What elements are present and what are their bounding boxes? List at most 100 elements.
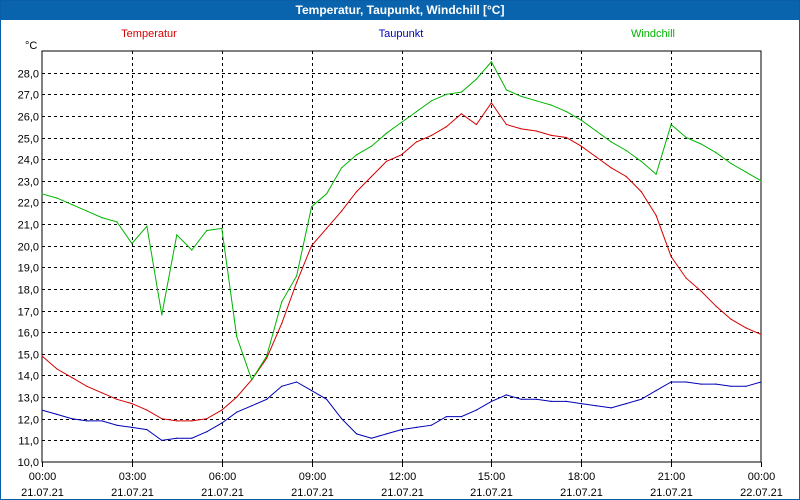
temperatur-point (161, 418, 163, 420)
y-tick-label: 12,0 (18, 415, 39, 427)
windchill-point (206, 229, 208, 232)
taupunkt-point (356, 433, 358, 435)
temperatur-point (655, 214, 657, 216)
windchill-point (580, 119, 582, 121)
temperatur-point (550, 134, 552, 136)
windchill-point (131, 242, 133, 245)
x-tick-time: 09:00 (299, 471, 327, 483)
x-tick-time: 21:00 (658, 471, 686, 483)
taupunkt-point (281, 385, 283, 387)
x-tick-date: 21.07.21 (470, 487, 513, 499)
temperatur-point (236, 396, 238, 398)
y-tick-label: 24,0 (18, 155, 39, 167)
temperatur-point (430, 134, 433, 136)
temperatur-point (266, 357, 268, 359)
windchill-point (505, 89, 507, 91)
temperatur-point (146, 409, 148, 411)
taupunkt-point (700, 383, 702, 385)
taupunkt-point (490, 400, 492, 402)
x-tick-time: 15:00 (478, 471, 506, 483)
windchill-point (311, 206, 313, 208)
taupunkt-point (296, 381, 298, 383)
y-tick-label: 10,0 (18, 457, 39, 469)
temperatur-point (505, 123, 507, 126)
y-tick-label: 26,0 (18, 112, 39, 124)
temperatur-point (670, 255, 672, 258)
temperatur-point (715, 305, 717, 307)
windchill-point (565, 111, 567, 113)
windchill-point (670, 123, 672, 126)
windchill-point (400, 121, 403, 123)
temperatur-point (415, 141, 418, 143)
x-tick-date: 21.07.21 (381, 487, 424, 499)
windchill-point (700, 143, 702, 145)
taupunkt-point (460, 416, 462, 418)
temperatur-point (176, 420, 178, 422)
legend-taupunkt: Taupunkt (379, 28, 424, 40)
x-tick-time: 03:00 (119, 471, 147, 483)
windchill-point (41, 193, 43, 195)
windchill-point (221, 227, 223, 229)
plot-area (41, 50, 762, 463)
temperatur-point (625, 175, 627, 178)
windchill-point (385, 132, 388, 134)
windchill-point (370, 145, 373, 147)
taupunkt-point (311, 390, 313, 392)
windchill-point (640, 160, 642, 162)
taupunkt-point (266, 398, 268, 400)
taupunkt-point (505, 394, 507, 396)
y-tick-label: 25,0 (18, 134, 39, 146)
windchill-point (460, 91, 462, 93)
taupunkt-point (161, 439, 163, 441)
y-tick-label: 19,0 (18, 263, 39, 275)
x-tick-time: 00:00 (29, 471, 57, 483)
windchill-point (430, 100, 433, 102)
windchill-point (445, 93, 447, 95)
temperatur-point (580, 145, 582, 147)
temperatur-point (131, 403, 133, 405)
temperatur-point (400, 154, 403, 156)
taupunkt-point (251, 405, 253, 407)
temperatur-point (86, 385, 88, 387)
x-axis: 00:00 21.07.21 03:00 21.07.21 06:00 21.07.21 0… (21, 462, 783, 499)
x-tick-date: 21.07.21 (650, 487, 693, 499)
taupunkt-point (116, 424, 118, 426)
taupunkt-point (326, 398, 328, 400)
window-title: Temperatur, Taupunkt, Windchill [°C] (1, 1, 799, 20)
taupunkt-point (236, 411, 238, 413)
taupunkt-point (610, 407, 612, 409)
temperatur-point (490, 102, 492, 104)
windchill-point (625, 149, 627, 152)
y-tick-label: 27,0 (18, 90, 39, 102)
temperatur-point (71, 377, 73, 379)
taupunkt-point (730, 385, 732, 387)
windchill-point (56, 197, 58, 199)
windchill-point (71, 204, 73, 206)
x-tick-date: 22.07.21 (740, 487, 783, 499)
temperatur-point (730, 318, 732, 320)
temperatur-point (341, 210, 343, 212)
x-tick-date: 21.07.21 (560, 487, 603, 499)
taupunkt-point (430, 424, 433, 426)
taupunkt-point (176, 437, 178, 439)
temperatur-point (475, 123, 477, 126)
taupunkt-point (475, 409, 477, 411)
x-tick-date: 21.07.21 (21, 487, 64, 499)
y-unit-label: °C (25, 40, 37, 52)
temperatur-point (445, 126, 447, 128)
windchill-point (161, 314, 163, 316)
legend: Temperatur Taupunkt Windchill (121, 28, 675, 40)
windchill-point (266, 355, 268, 357)
y-tick-label: 21,0 (18, 220, 39, 232)
taupunkt-point (580, 403, 582, 405)
x-tick-time: 06:00 (209, 471, 237, 483)
temperatur-point (41, 355, 43, 357)
windchill-point (595, 130, 597, 132)
windchill-point (490, 61, 492, 63)
taupunkt-point (565, 400, 567, 402)
windchill-point (86, 210, 88, 212)
y-tick-label: 23,0 (18, 177, 39, 189)
temperatur-point (760, 333, 762, 335)
temperatur-point (326, 227, 328, 229)
